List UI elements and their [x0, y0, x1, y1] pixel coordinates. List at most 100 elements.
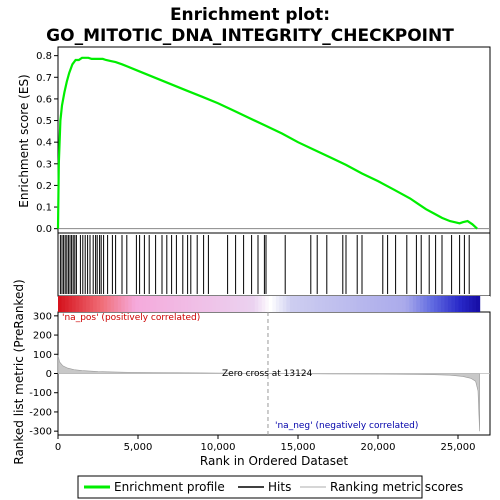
- rank-bar-segment: [82, 296, 87, 312]
- rank-bar-segment: [405, 296, 410, 312]
- es-tick-label: 0.6: [36, 94, 52, 105]
- metric-layer: 300 200 100 0 -100 -200 -300: [29, 311, 490, 438]
- rank-bar-segment: [289, 296, 294, 312]
- rank-bar-segment: [177, 296, 182, 312]
- x-tick-label: 5,000: [124, 442, 153, 453]
- rank-bar-segment: [447, 296, 453, 312]
- rank-bar-segment: [426, 296, 432, 312]
- rank-bar-segment: [230, 296, 235, 312]
- legend-metric-label: Ranking metric scores: [330, 480, 463, 494]
- rank-bar-segment: [195, 296, 200, 312]
- rank-bar-segment: [240, 296, 245, 312]
- rank-bar-segment: [65, 296, 70, 312]
- rank-bar-segment: [328, 296, 333, 312]
- enrichment-profile-line: [56, 56, 478, 230]
- rank-bar-segment: [100, 296, 105, 312]
- rank-bar-segment: [180, 296, 186, 312]
- rank-bar-segment: [286, 296, 291, 312]
- rank-bar-segment: [412, 296, 417, 312]
- metric-tick-label: -100: [29, 388, 52, 399]
- hits-panel: [57, 232, 491, 297]
- rank-bar-segment: [79, 296, 84, 312]
- x-tick-label: 10,000: [201, 442, 236, 453]
- rank-bar-segment: [117, 296, 122, 312]
- metric-tick-label: 100: [33, 350, 52, 361]
- rank-bar-segment: [209, 296, 214, 312]
- rank-bar-segment: [307, 296, 312, 312]
- rank-bar-segment: [462, 296, 467, 312]
- rank-bar-segment: [202, 296, 207, 312]
- rank-bar-segment: [437, 296, 442, 312]
- rank-bar-segment: [205, 296, 210, 312]
- es-panel: [57, 46, 491, 234]
- rank-bar-segment: [166, 296, 172, 312]
- rank-bar-segment: [159, 296, 164, 312]
- rank-bar-segment: [398, 296, 403, 312]
- rank-bar-segment: [96, 296, 101, 312]
- rank-bar-segment: [430, 296, 435, 312]
- rank-bar-segment: [423, 296, 428, 312]
- rank-bar-segment: [184, 296, 189, 312]
- es-tick-label: 0.3: [36, 159, 52, 170]
- rank-bar-segment: [272, 296, 277, 312]
- es-axis-label: Enrichment score (ES): [17, 74, 31, 207]
- es-tick-label: 0.7: [36, 73, 52, 84]
- rank-bar-segment: [360, 296, 365, 312]
- rank-bar-segment: [135, 296, 140, 312]
- rank-bar-segment: [353, 296, 358, 312]
- rank-bar-segment: [458, 296, 463, 312]
- zero-cross-annotation: Zero cross at 13124: [222, 369, 313, 379]
- rank-bar-segment: [107, 296, 112, 312]
- es-tick-label: 0.4: [36, 138, 52, 149]
- rank-bar-segment: [300, 296, 305, 312]
- rank-bar-segment: [409, 296, 414, 312]
- legend: Enrichment profile Hits Ranking metric s…: [77, 475, 463, 499]
- chart-title-line2: GO_MITOTIC_DNA_INTEGRITY_CHECKPOINT: [46, 26, 454, 46]
- rank-bar-segment: [325, 296, 330, 312]
- rank-bar-segment: [170, 296, 175, 312]
- rank-bar-segment: [261, 296, 266, 312]
- rank-bar-segment: [384, 296, 389, 312]
- rank-bar-segment: [212, 296, 217, 312]
- rank-bar-segment: [416, 296, 421, 312]
- rank-bar-segment: [131, 296, 136, 312]
- rank-bar-segment: [247, 296, 252, 312]
- na-pos-annotation: 'na_pos' (positively correlated): [62, 313, 200, 323]
- rank-bar-segment: [367, 296, 372, 312]
- es-tick-label: 0.0: [36, 224, 52, 235]
- rank-bar-segment: [219, 296, 224, 312]
- rank-bar-segment: [356, 296, 361, 312]
- legend-hits-label: Hits: [268, 480, 291, 494]
- rank-bar-segment: [163, 296, 168, 312]
- rank-bar-segment: [68, 296, 73, 312]
- rank-bar-segment: [465, 296, 470, 312]
- rank-bar-segment: [223, 296, 228, 312]
- rank-bar-segment: [370, 296, 375, 312]
- x-tick-label: 15,000: [281, 442, 316, 453]
- na-neg-annotation: 'na_neg' (negatively correlated): [275, 421, 418, 431]
- es-layer: 0.0 0.1 0.2 0.3 0.4 0.5 0.6 0.7 0.8: [36, 51, 490, 235]
- rank-bar-segment: [469, 296, 474, 312]
- metric-axis-label: Ranked list metric (PreRanked): [12, 279, 26, 464]
- rank-bar-segment: [191, 296, 196, 312]
- es-tick-label: 0.8: [36, 51, 52, 62]
- x-axis: 0 5,000 10,000 15,000 20,000 25,000: [55, 435, 476, 453]
- rank-bar-segment: [114, 296, 119, 312]
- rank-bar-segment: [444, 296, 449, 312]
- rank-color-bar: [58, 296, 481, 312]
- rank-bar-segment: [296, 296, 302, 312]
- rank-bar-segment: [346, 296, 351, 312]
- rank-bar-segment: [152, 296, 157, 312]
- rank-bar-segment: [93, 296, 98, 312]
- rank-bar-segment: [268, 296, 273, 312]
- rank-bar-segment: [349, 296, 354, 312]
- rank-bar-segment: [233, 296, 238, 312]
- rank-bar-segment: [374, 296, 379, 312]
- rank-bar-segment: [339, 296, 344, 312]
- x-tick-label: 25,000: [441, 442, 476, 453]
- rank-bar-segment: [342, 296, 347, 312]
- rank-bar-segment: [419, 296, 424, 312]
- rank-bar-segment: [265, 296, 270, 312]
- metric-tick-label: 0: [46, 369, 52, 380]
- es-tick-label: 0.1: [36, 203, 52, 214]
